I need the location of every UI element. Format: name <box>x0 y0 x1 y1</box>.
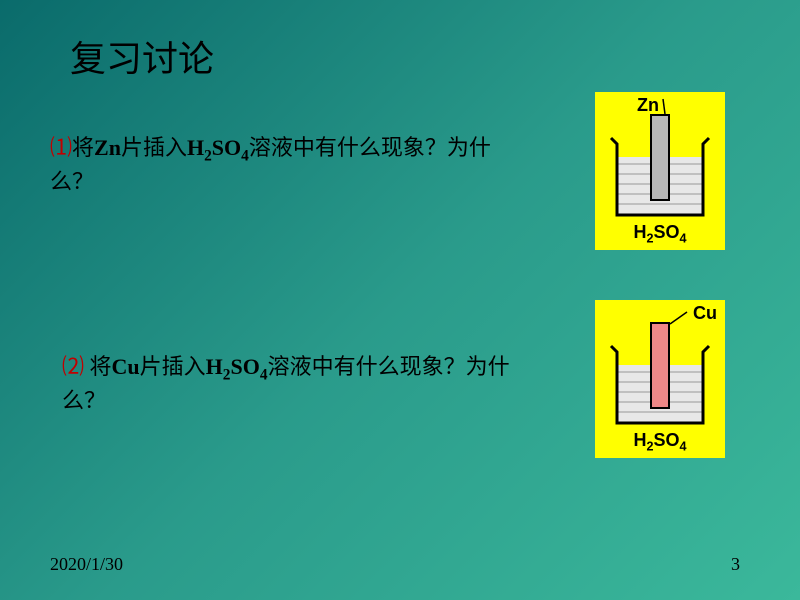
q2-so: SO <box>231 354 260 379</box>
q1-text-pre: 将 <box>72 135 94 160</box>
zn-strip <box>651 115 669 200</box>
q1-zn: Zn <box>94 135 121 160</box>
diagram-cu: Cu H2SO4 <box>595 300 725 458</box>
q1-sub2: 2 <box>204 147 212 164</box>
zn-label: Zn <box>637 95 659 116</box>
question-2-marker: ⑵ <box>62 354 84 379</box>
d2-so: SO <box>653 430 679 450</box>
q1-h: H <box>187 135 204 160</box>
d2-4: 4 <box>680 440 687 454</box>
q2-cu: Cu <box>112 354 140 379</box>
q2-sub2: 2 <box>223 366 231 383</box>
q1-so: SO <box>212 135 241 160</box>
d1-4: 4 <box>680 232 687 246</box>
q1-text-mid: 片插入 <box>121 135 187 160</box>
h2so4-label-1: H2SO4 <box>595 222 725 246</box>
cu-strip <box>651 323 669 408</box>
d1-h: H <box>633 222 646 242</box>
diagram-zn: Zn H2SO4 <box>595 92 725 250</box>
question-2: ⑵ 将Cu片插入H2SO4溶液中有什么现象？为什么？ <box>62 352 512 417</box>
question-1: ⑴将Zn片插入H2SO4溶液中有什么现象？为什么？ <box>50 133 500 198</box>
question-1-marker: ⑴ <box>50 135 72 160</box>
cu-label: Cu <box>693 303 717 324</box>
q1-sub4: 4 <box>241 147 249 164</box>
d1-so: SO <box>653 222 679 242</box>
h2so4-label-2: H2SO4 <box>595 430 725 454</box>
q2-sub4: 4 <box>260 366 268 383</box>
page-number: 3 <box>731 554 740 575</box>
q2-text-mid: 片插入 <box>140 354 206 379</box>
q2-text-pre: 将 <box>84 354 112 379</box>
q2-h: H <box>206 354 223 379</box>
slide-title: 复习讨论 <box>70 30 214 82</box>
slide-date: 2020/1/30 <box>50 554 123 575</box>
d2-h: H <box>633 430 646 450</box>
